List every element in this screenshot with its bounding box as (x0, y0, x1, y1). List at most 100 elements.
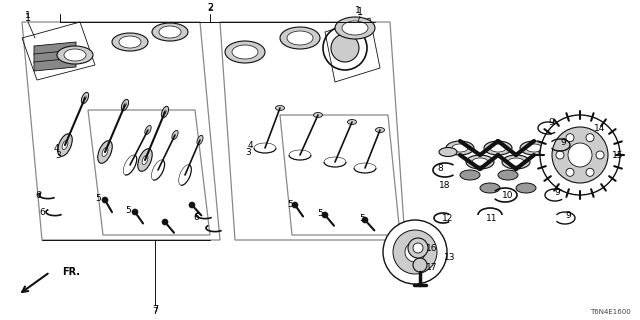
Ellipse shape (119, 36, 141, 48)
Ellipse shape (138, 149, 152, 171)
Circle shape (413, 258, 427, 272)
Circle shape (556, 151, 564, 159)
Ellipse shape (84, 96, 86, 100)
Text: 6: 6 (39, 207, 45, 217)
Ellipse shape (197, 135, 203, 145)
Circle shape (323, 26, 367, 70)
Circle shape (393, 230, 437, 274)
Circle shape (540, 115, 620, 195)
Circle shape (132, 209, 138, 215)
Ellipse shape (124, 103, 126, 107)
Ellipse shape (480, 183, 500, 193)
Text: 5: 5 (125, 205, 131, 214)
Text: 4: 4 (53, 143, 59, 153)
Text: 2: 2 (207, 3, 213, 13)
Ellipse shape (472, 158, 488, 166)
Ellipse shape (159, 26, 181, 38)
Ellipse shape (452, 144, 468, 152)
Ellipse shape (466, 155, 494, 169)
Ellipse shape (225, 41, 265, 63)
Ellipse shape (287, 31, 313, 45)
Ellipse shape (526, 144, 542, 152)
Ellipse shape (57, 46, 93, 64)
Ellipse shape (484, 141, 512, 155)
Circle shape (383, 220, 447, 284)
Text: 5: 5 (95, 194, 101, 203)
Ellipse shape (98, 141, 112, 163)
Ellipse shape (376, 127, 385, 132)
Ellipse shape (142, 156, 148, 164)
Text: 8: 8 (437, 164, 443, 172)
Text: 5: 5 (317, 209, 323, 218)
Ellipse shape (314, 113, 323, 117)
Text: 9: 9 (554, 188, 560, 196)
Circle shape (586, 168, 594, 176)
Ellipse shape (502, 155, 530, 169)
Text: 1: 1 (355, 5, 361, 14)
Text: 5: 5 (359, 213, 365, 222)
Text: 3: 3 (55, 150, 61, 159)
Polygon shape (34, 42, 76, 55)
Text: 11: 11 (486, 213, 498, 222)
Text: 15: 15 (612, 150, 624, 159)
Text: 1: 1 (25, 13, 31, 23)
Text: 3: 3 (245, 148, 251, 156)
Ellipse shape (498, 170, 518, 180)
Ellipse shape (81, 92, 88, 104)
Ellipse shape (112, 33, 148, 51)
Circle shape (566, 168, 574, 176)
Ellipse shape (490, 144, 506, 152)
Circle shape (362, 217, 368, 223)
Text: 9: 9 (565, 211, 571, 220)
Circle shape (331, 34, 359, 62)
Text: 10: 10 (502, 190, 514, 199)
Ellipse shape (439, 148, 457, 156)
Text: 5: 5 (287, 199, 293, 209)
Ellipse shape (335, 17, 375, 39)
Text: 1: 1 (25, 11, 31, 20)
Text: 6: 6 (193, 212, 199, 221)
Circle shape (552, 127, 608, 183)
Ellipse shape (516, 183, 536, 193)
Ellipse shape (62, 140, 68, 149)
Circle shape (586, 134, 594, 142)
Text: 4: 4 (247, 140, 253, 149)
Text: FR.: FR. (62, 267, 80, 277)
Circle shape (566, 134, 574, 142)
Circle shape (189, 202, 195, 208)
Ellipse shape (164, 110, 166, 114)
Circle shape (102, 197, 108, 203)
Ellipse shape (64, 49, 86, 61)
Ellipse shape (520, 141, 548, 155)
Ellipse shape (122, 99, 129, 111)
Ellipse shape (161, 106, 168, 118)
Polygon shape (34, 58, 76, 71)
Circle shape (596, 151, 604, 159)
Text: T6N4E1600: T6N4E1600 (589, 309, 630, 315)
Circle shape (568, 143, 592, 167)
Circle shape (413, 243, 423, 253)
Text: 18: 18 (439, 180, 451, 189)
Ellipse shape (152, 23, 188, 41)
Circle shape (292, 202, 298, 208)
Text: 7: 7 (152, 305, 158, 315)
Ellipse shape (539, 148, 557, 156)
Text: 6: 6 (35, 190, 41, 199)
Text: 14: 14 (595, 124, 605, 132)
Ellipse shape (342, 21, 368, 35)
Circle shape (408, 238, 428, 258)
Ellipse shape (58, 134, 72, 156)
Polygon shape (34, 50, 76, 63)
Ellipse shape (232, 45, 258, 59)
Text: 9: 9 (548, 117, 554, 126)
Ellipse shape (145, 125, 151, 135)
Text: 17: 17 (426, 263, 438, 273)
Ellipse shape (280, 27, 320, 49)
Text: 1: 1 (357, 7, 363, 17)
Ellipse shape (460, 170, 480, 180)
Text: 16: 16 (426, 244, 438, 252)
Circle shape (162, 219, 168, 225)
Ellipse shape (172, 130, 178, 140)
Ellipse shape (348, 119, 356, 124)
Ellipse shape (508, 158, 524, 166)
